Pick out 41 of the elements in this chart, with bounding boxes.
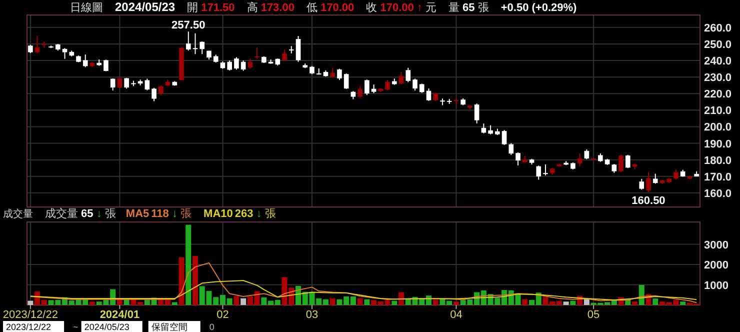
text: ~: [73, 322, 78, 332]
text: 263 ↓ 張: [234, 208, 276, 220]
text: 保留空間: [151, 322, 188, 332]
annotation: 257.50: [172, 20, 206, 32]
x-tick-label: 02: [216, 309, 229, 321]
y-tick-label: 3000: [704, 239, 728, 252]
y-tick-label: 220.0: [704, 88, 732, 101]
text: MA10: [204, 208, 233, 220]
y-tick-label: 170.0: [704, 171, 732, 184]
text: 低 170.00: [306, 2, 354, 14]
text: 2023/12/22: [6, 322, 52, 332]
text: MA5: [126, 208, 150, 220]
text: 高 173.00: [246, 1, 294, 14]
y-tick-label: 160.0: [704, 188, 732, 200]
text: 成交量 65 ↓ 張: [45, 207, 116, 220]
y-tick-label: 240.0: [704, 56, 732, 68]
text: +0.50 (+0.29%): [500, 2, 578, 14]
text: 118 ↓ 張: [151, 208, 192, 220]
text: 開 171.50: [187, 2, 235, 14]
x-tick-label: 04: [450, 309, 462, 321]
text: 2024/05/23: [115, 0, 176, 14]
x-tick-label: 2024/01: [100, 309, 140, 321]
y-tick-label: 260.0: [704, 22, 732, 34]
text: 量 65 張: [448, 2, 489, 14]
y-tick-label: 2000: [704, 260, 728, 272]
y-tick-label: 190.0: [704, 138, 732, 150]
annotation: 160.50: [632, 195, 666, 208]
text: 收 170.00 ↑ 元: [366, 2, 436, 14]
chart-title: 日線圖: [70, 2, 103, 14]
x-tick-label: 05: [587, 309, 600, 321]
x-tick-label: 03: [306, 309, 318, 321]
x-tick-label: 2023/12/22: [2, 309, 58, 321]
y-tick-label: 180.0: [704, 154, 732, 167]
y-tick-label: 230.0: [704, 72, 732, 84]
y-tick-label: 210.0: [704, 105, 732, 118]
y-tick-label: 200.0: [704, 122, 732, 134]
chart-title: 成交量: [3, 208, 33, 220]
y-tick-label: 1000: [704, 280, 728, 292]
text: 0: [209, 322, 214, 332]
text: 2024/05/23: [84, 322, 130, 332]
y-tick-label: 250.0: [704, 38, 732, 51]
